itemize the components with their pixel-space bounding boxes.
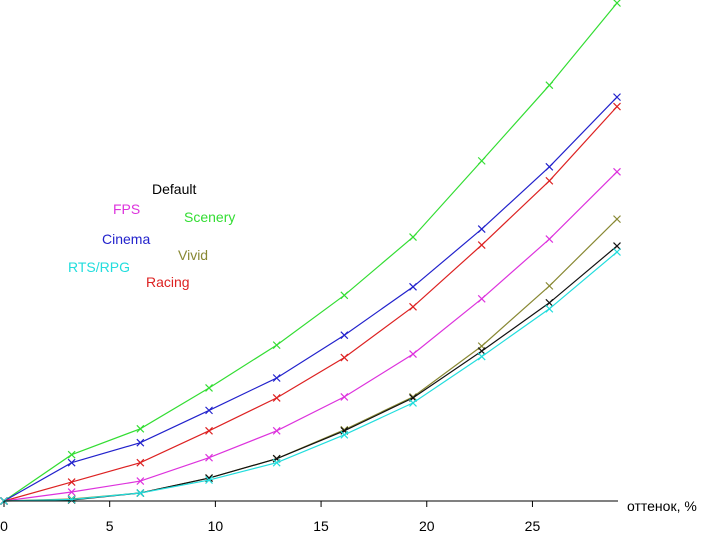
data-point-rts-rpg <box>477 352 486 361</box>
x-tick-label: 20 <box>419 518 435 533</box>
x-tick-label: 25 <box>525 518 541 533</box>
data-point-fps <box>613 167 621 176</box>
data-point-cinema <box>613 93 621 102</box>
data-point-vivid <box>613 215 621 224</box>
data-point-fps <box>477 294 486 303</box>
data-point-racing <box>340 353 349 362</box>
legend: Default FPS Scenery Cinema Vivid RTS/RPG… <box>68 181 235 290</box>
series-scenery <box>0 0 621 505</box>
legend-label-rts-rpg: RTS/RPG <box>68 259 130 275</box>
legend-label-racing: Racing <box>146 274 190 290</box>
data-point-rts-rpg <box>272 458 281 467</box>
data-point-rts-rpg <box>613 248 621 256</box>
data-point-racing <box>272 393 281 402</box>
data-point-cinema <box>67 458 76 467</box>
data-point-racing <box>136 458 145 467</box>
legend-label-vivid: Vivid <box>178 247 208 263</box>
data-point-fps <box>136 477 145 486</box>
data-point-fps <box>67 488 76 496</box>
x-axis-title: оттенок, % <box>627 498 697 514</box>
series-line-cinema <box>3 96 618 502</box>
series-line-scenery <box>3 2 618 502</box>
data-point-scenery <box>613 0 621 7</box>
data-point-fps <box>409 350 417 359</box>
data-point-cinema <box>477 225 486 234</box>
series-line-racing <box>3 106 618 502</box>
x-tick-label: 5 <box>106 518 114 533</box>
data-point-scenery <box>205 384 213 392</box>
data-point-racing <box>409 302 417 311</box>
data-point-fps <box>340 392 349 401</box>
data-point-cinema <box>136 438 145 447</box>
series-line-rts-rpg <box>3 251 618 502</box>
series-layer <box>0 0 621 505</box>
data-point-fps <box>205 453 213 462</box>
data-point-racing <box>205 426 213 435</box>
data-point-scenery <box>545 81 554 90</box>
data-point-scenery <box>477 156 486 165</box>
data-point-scenery <box>409 233 417 241</box>
data-point-cinema <box>409 282 417 291</box>
data-point-scenery <box>136 424 145 433</box>
data-point-racing <box>545 176 554 185</box>
data-point-fps <box>272 426 281 435</box>
data-point-racing <box>67 478 76 487</box>
data-point-rts-rpg <box>545 304 554 313</box>
data-point-rts-rpg <box>136 489 145 497</box>
legend-label-scenery: Scenery <box>184 209 235 225</box>
series-cinema <box>0 93 621 505</box>
series-line-fps <box>3 171 618 502</box>
series-default <box>0 242 621 505</box>
data-point-vivid <box>545 281 554 290</box>
series-fps <box>0 167 621 505</box>
data-point-cinema <box>272 374 281 382</box>
legend-label-cinema: Cinema <box>102 231 150 247</box>
x-tick-label: 10 <box>208 518 224 533</box>
x-axis-ticks: 0 5 10 15 20 25 <box>0 501 540 533</box>
data-point-rts-rpg <box>409 398 417 407</box>
legend-label-default: Default <box>152 181 196 197</box>
data-point-cinema <box>340 331 349 340</box>
data-point-rts-rpg <box>205 476 213 485</box>
data-point-default <box>545 298 554 307</box>
data-point-cinema <box>205 406 213 415</box>
x-tick-label: 15 <box>313 518 329 533</box>
data-point-fps <box>545 235 554 243</box>
series-rts-rpg <box>0 248 621 505</box>
data-point-racing <box>477 241 486 249</box>
data-point-racing <box>613 102 621 111</box>
series-line-default <box>3 245 618 502</box>
data-point-scenery <box>272 341 281 350</box>
data-point-rts-rpg <box>340 430 349 439</box>
data-point-default <box>613 242 621 250</box>
data-point-scenery <box>340 291 349 300</box>
legend-label-fps: FPS <box>113 201 140 217</box>
data-point-scenery <box>67 450 76 459</box>
x-tick-label: 0 <box>0 518 8 533</box>
data-point-cinema <box>545 162 554 171</box>
data-point-rts-rpg <box>67 495 76 504</box>
